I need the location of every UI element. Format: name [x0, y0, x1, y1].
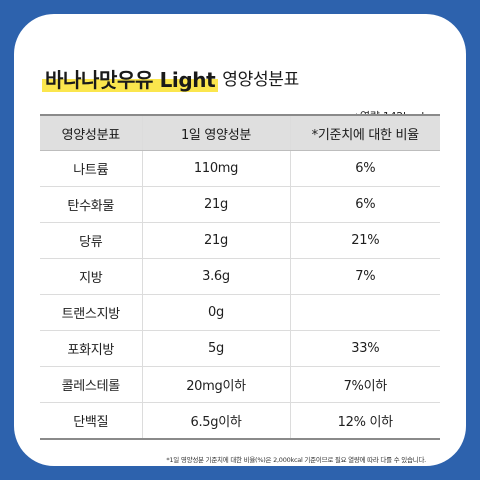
- nutrient-ratio: 33%: [289, 330, 440, 367]
- nutrient-ratio: 21%: [289, 222, 440, 259]
- product-title: 바나나맛우유 Light: [42, 66, 219, 94]
- nutrient-name: 탄수화물: [40, 186, 142, 223]
- nutrient-ratio: 7%: [289, 258, 440, 295]
- nutrient-name: 콜레스테롤: [40, 366, 142, 403]
- nutrient-ratio: 6%: [289, 150, 440, 187]
- nutrient-ratio: 7%이하: [289, 366, 440, 403]
- nutrition-table: 영양성분표 1일 영양성분 *기준치에 대한 비율 나트륨 110mg 6% 탄…: [40, 114, 440, 440]
- nutrient-amount: 110mg: [141, 150, 290, 187]
- header-nutrient: 영양성분표: [40, 114, 142, 151]
- table-row: 나트륨 110mg 6%: [40, 150, 440, 187]
- table-row: 당류 21g 21%: [40, 222, 440, 259]
- nutrient-amount: 21g: [141, 186, 290, 223]
- nutrient-name: 나트륨: [40, 150, 142, 187]
- nutrient-name: 지방: [40, 258, 142, 295]
- nutrient-ratio: 12% 이하: [289, 402, 440, 440]
- nutrient-amount: 0g: [141, 294, 290, 331]
- nutrient-name: 단백질: [40, 402, 142, 440]
- table-row: 지방 3.6g 7%: [40, 258, 440, 295]
- nutrient-amount: 6.5g이하: [141, 402, 290, 440]
- nutrient-amount: 21g: [141, 222, 290, 259]
- table-row: 단백질 6.5g이하 12% 이하: [40, 402, 440, 440]
- table-header-row: 영양성분표 1일 영양성분 *기준치에 대한 비율: [40, 114, 440, 151]
- nutrient-name: 포화지방: [40, 330, 142, 367]
- nutrient-amount: 5g: [141, 330, 290, 367]
- nutrient-name: 당류: [40, 222, 142, 259]
- header-daily-amount: 1일 영양성분: [141, 114, 290, 151]
- title-row: 바나나맛우유 Light 영양성분표: [42, 54, 299, 94]
- nutrient-ratio: 6%: [289, 186, 440, 223]
- nutrient-name: 트랜스지방: [40, 294, 142, 331]
- footnote: *1일 영양성분 기준치에 대한 비율(%)은 2,000kcal 기준이므로 …: [166, 456, 426, 464]
- title-subtitle: 영양성분표: [222, 70, 299, 90]
- nutrient-ratio: [289, 294, 440, 331]
- table-row: 콜레스테롤 20mg이하 7%이하: [40, 366, 440, 403]
- nutrient-amount: 20mg이하: [141, 366, 290, 403]
- header-daily-value-ratio: *기준치에 대한 비율: [289, 114, 440, 151]
- table-row: 탄수화물 21g 6%: [40, 186, 440, 223]
- table-row: 트랜스지방 0g: [40, 294, 440, 331]
- table-row: 포화지방 5g 33%: [40, 330, 440, 367]
- nutrient-amount: 3.6g: [141, 258, 290, 295]
